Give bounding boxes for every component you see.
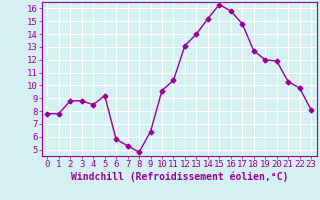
X-axis label: Windchill (Refroidissement éolien,°C): Windchill (Refroidissement éolien,°C) (70, 172, 288, 182)
